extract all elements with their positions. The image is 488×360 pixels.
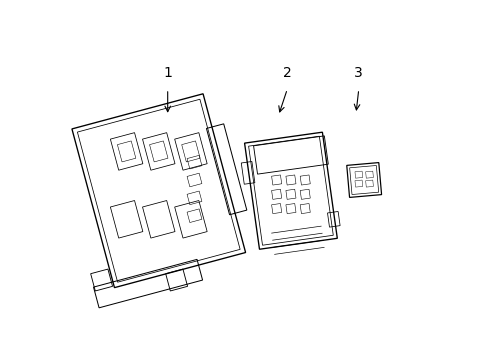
Text: 3: 3 [354, 66, 363, 80]
Text: 1: 1 [163, 66, 172, 80]
Text: 2: 2 [283, 66, 291, 80]
